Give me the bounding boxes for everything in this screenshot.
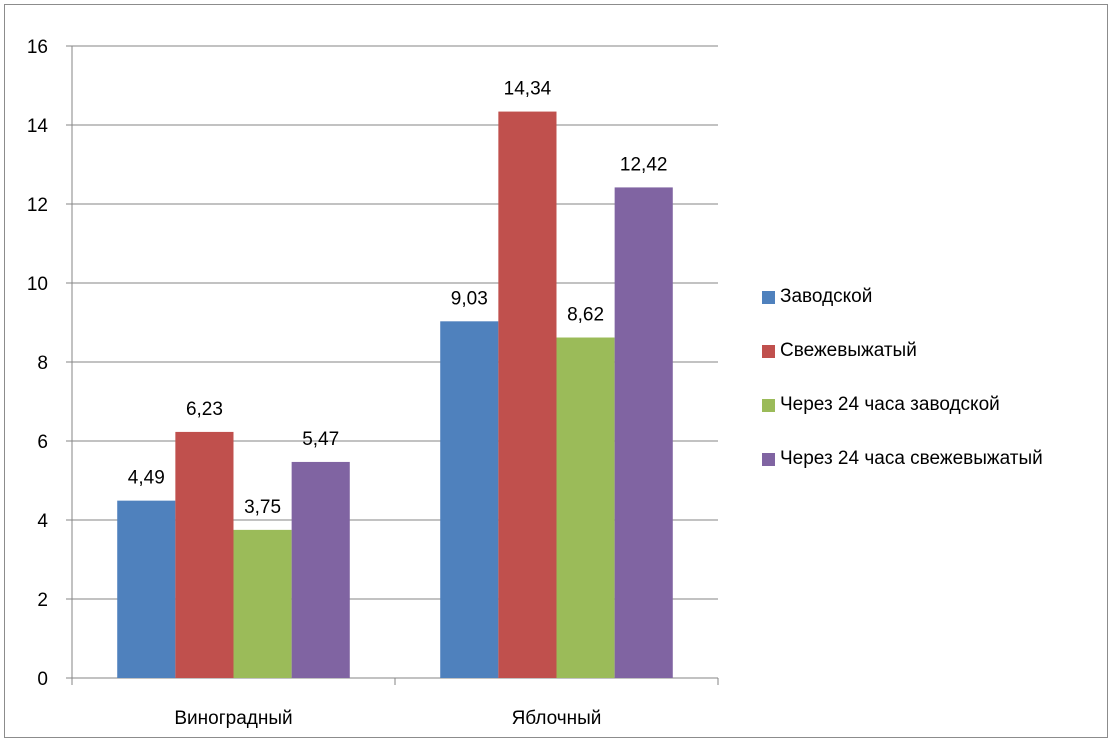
legend-swatch bbox=[762, 453, 775, 466]
data-label: 6,23 bbox=[186, 399, 223, 420]
category-label: Виноградный bbox=[174, 708, 292, 729]
data-label: 8,62 bbox=[567, 305, 604, 326]
bar bbox=[233, 529, 292, 678]
data-label: 14,34 bbox=[504, 79, 552, 100]
legend: Заводской Свежевыжатый Через 24 часа зав… bbox=[762, 287, 1112, 503]
data-label: 3,75 bbox=[244, 497, 281, 518]
data-label: 4,49 bbox=[128, 468, 165, 489]
y-tick-label: 12 bbox=[27, 195, 48, 216]
legend-swatch bbox=[762, 399, 775, 412]
bar bbox=[117, 500, 176, 678]
y-tick-label: 4 bbox=[37, 511, 48, 532]
legend-item-series-4: Через 24 часа свежевыжатый bbox=[762, 449, 1112, 469]
bar bbox=[175, 431, 234, 678]
data-label: 12,42 bbox=[620, 154, 668, 175]
legend-item-series-1: Заводской bbox=[762, 287, 1112, 307]
bar bbox=[614, 187, 673, 678]
y-tick-label: 0 bbox=[37, 669, 48, 690]
data-label: 9,03 bbox=[451, 288, 488, 309]
bar bbox=[440, 321, 499, 678]
legend-label: Свежевыжатый bbox=[780, 340, 917, 361]
bar bbox=[291, 461, 350, 678]
category-label: Яблочный bbox=[512, 708, 602, 729]
y-tick-label: 2 bbox=[37, 590, 48, 611]
legend-label: Через 24 часа заводской bbox=[780, 394, 1000, 415]
bar bbox=[556, 337, 615, 678]
bar bbox=[498, 111, 557, 678]
y-tick-label: 10 bbox=[27, 274, 48, 295]
y-tick-label: 14 bbox=[27, 116, 49, 137]
y-tick-label: 16 bbox=[27, 37, 48, 58]
data-label: 5,47 bbox=[302, 429, 339, 450]
legend-label: Заводской bbox=[780, 286, 873, 307]
legend-swatch bbox=[762, 291, 775, 304]
y-tick-label: 6 bbox=[37, 432, 48, 453]
legend-swatch bbox=[762, 345, 775, 358]
legend-label: Через 24 часа свежевыжатый bbox=[780, 448, 1043, 469]
legend-item-series-2: Свежевыжатый bbox=[762, 341, 1112, 361]
legend-item-series-3: Через 24 часа заводской bbox=[762, 395, 1112, 415]
y-tick-label: 8 bbox=[37, 353, 48, 374]
